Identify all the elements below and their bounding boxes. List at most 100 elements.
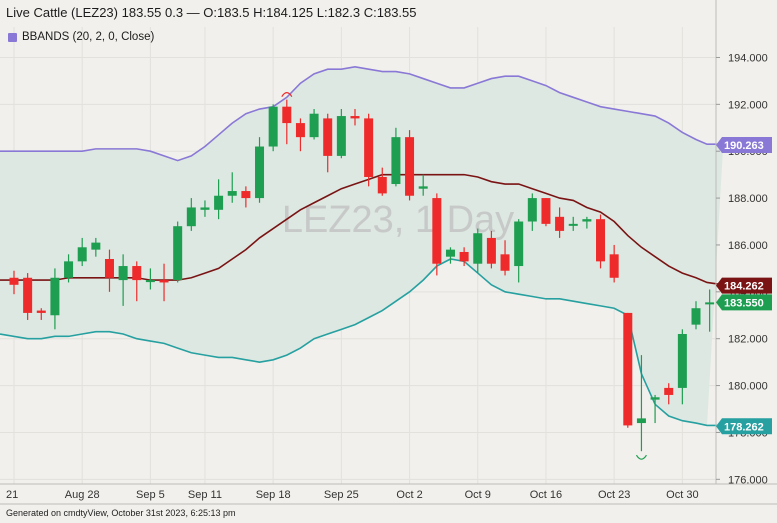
- candle-body: [77, 247, 87, 262]
- candle: [473, 228, 483, 274]
- candle-body: [282, 106, 292, 124]
- x-tick-label: 21: [6, 489, 18, 501]
- candle: [77, 237, 87, 267]
- candle: [705, 289, 715, 332]
- candle-body: [664, 387, 674, 395]
- x-tick-label: Oct 9: [465, 489, 491, 501]
- candle-body: [336, 116, 346, 156]
- candle: [664, 383, 674, 405]
- price-tag-shape: [716, 418, 772, 435]
- candle: [582, 216, 592, 229]
- chart-title: Live Cattle (LEZ23) 183.55 0.3 — O:183.5…: [6, 5, 417, 20]
- candle: [159, 263, 169, 302]
- candle: [445, 247, 455, 264]
- candle: [227, 172, 237, 203]
- candle: [309, 109, 319, 140]
- candle: [364, 113, 374, 187]
- candle-body: [241, 191, 251, 199]
- bbands-upper-line: [0, 66, 724, 162]
- candle: [173, 221, 183, 283]
- candle-body: [459, 251, 469, 262]
- candle-body: [582, 219, 592, 222]
- candle: [677, 329, 687, 405]
- candle-body: [255, 146, 265, 199]
- indicator-legend[interactable]: BBANDS (20, 2, 0, Close): [8, 31, 154, 43]
- candle-body: [418, 186, 428, 189]
- candle-body: [186, 207, 196, 227]
- y-tick-label: 176.000: [728, 474, 768, 486]
- candle-body: [691, 308, 701, 325]
- candle-body: [391, 137, 401, 185]
- candle-body: [295, 123, 305, 138]
- candle: [91, 237, 101, 257]
- candle-body: [705, 302, 715, 305]
- candle-body: [50, 277, 60, 316]
- candle-body: [636, 418, 646, 424]
- price-tag-label: 183.550: [724, 297, 764, 309]
- candle-body: [623, 312, 633, 426]
- candle-body: [677, 334, 687, 388]
- candle: [514, 219, 524, 283]
- candle: [541, 198, 551, 227]
- price-tag-label: 178.262: [724, 421, 764, 433]
- candle-body: [23, 277, 33, 313]
- candle-body: [486, 237, 496, 264]
- x-tick-label: Sep 11: [188, 489, 222, 501]
- x-tick-label: Oct 16: [530, 489, 562, 501]
- candle: [459, 247, 469, 267]
- y-tick-label: 194.000: [728, 52, 768, 64]
- price-tag-label: 184.262: [724, 281, 764, 293]
- bbands-fill: [0, 66, 724, 426]
- x-tick-label: Aug 28: [65, 489, 100, 501]
- candle-body: [159, 280, 169, 283]
- candle-body: [91, 242, 101, 250]
- candle-body: [555, 216, 565, 231]
- candle-body: [445, 249, 455, 257]
- candle: [241, 186, 251, 208]
- candle: [132, 261, 142, 302]
- candle-body: [309, 113, 319, 138]
- price-tag: 190.263: [716, 137, 772, 154]
- candle: [200, 200, 210, 217]
- candle: [118, 254, 128, 306]
- candle-body: [118, 266, 128, 281]
- candle-body: [64, 261, 74, 278]
- y-tick-label: 192.000: [728, 99, 768, 111]
- candle-body: [9, 277, 19, 285]
- candle-body: [145, 280, 155, 283]
- bbands-swatch-icon: [8, 32, 17, 42]
- candle: [145, 268, 155, 290]
- x-tick-label: Oct 2: [396, 489, 422, 501]
- candle-body: [432, 198, 442, 264]
- candle: [405, 130, 415, 201]
- candle-body: [36, 310, 46, 313]
- candle: [650, 394, 660, 424]
- candle-body: [377, 176, 387, 194]
- candle: [418, 174, 428, 196]
- candle: [568, 216, 578, 231]
- candle-body: [596, 219, 606, 262]
- candle-body: [568, 223, 578, 226]
- candle-body: [323, 118, 333, 156]
- candle-body: [527, 198, 537, 222]
- price-tag: 183.550: [716, 294, 772, 311]
- generated-footer: Generated on cmdtyView, October 31st 202…: [6, 508, 236, 518]
- candle: [268, 104, 278, 152]
- y-tick-label: 188.000: [728, 193, 768, 205]
- x-tick-label: Oct 23: [598, 489, 630, 501]
- price-tag-shape: [716, 137, 772, 154]
- candle: [336, 109, 346, 159]
- candle-body: [104, 259, 114, 278]
- candle-body: [609, 254, 619, 278]
- candle-body: [541, 198, 551, 224]
- price-tag: 178.262: [716, 418, 772, 435]
- candle-body: [405, 137, 415, 196]
- candle-body: [350, 116, 360, 119]
- candle-body: [227, 191, 237, 196]
- candle: [486, 230, 496, 269]
- candle: [623, 312, 633, 428]
- price-tag-shape: [716, 294, 772, 311]
- candle-body: [364, 118, 374, 177]
